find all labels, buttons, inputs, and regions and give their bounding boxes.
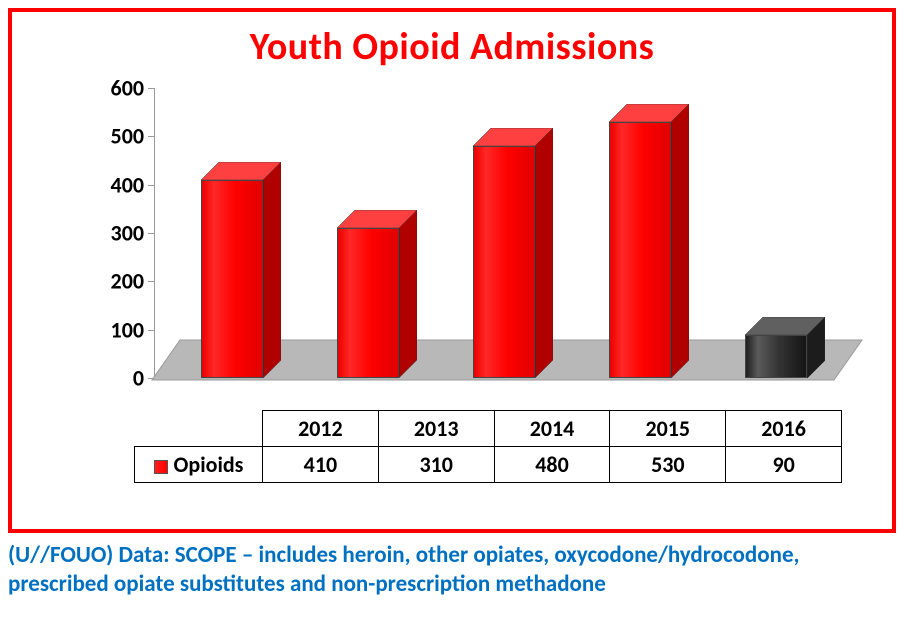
legend-swatch-icon <box>154 460 168 474</box>
bar-side <box>535 128 553 378</box>
y-tick <box>148 281 154 282</box>
y-tick-label: 300 <box>90 220 144 247</box>
chart-frame: Youth Opioid Admissions 0 100 200 300 400 500… <box>8 8 896 533</box>
bar-2013 <box>337 210 417 378</box>
bar-side <box>263 162 281 378</box>
bar-side <box>399 210 417 378</box>
bar-2015 <box>609 104 689 378</box>
table-col-2016: 2016 <box>726 411 842 447</box>
y-tick-label: 0 <box>90 365 144 392</box>
bar-front <box>473 146 535 378</box>
y-tick <box>148 330 154 331</box>
y-tick <box>148 378 154 379</box>
table-col-2013: 2013 <box>378 411 494 447</box>
y-axis-line <box>154 88 155 378</box>
data-table: 2012 2013 2014 2015 2016 Opioids 410 310… <box>134 410 842 483</box>
bar-top <box>201 162 281 180</box>
bar-side <box>671 104 689 378</box>
table-val-2015: 530 <box>610 447 726 483</box>
bar-front <box>337 228 399 378</box>
legend-cell: Opioids <box>135 447 263 483</box>
y-tick-label: 600 <box>90 75 144 102</box>
bar-top <box>745 317 825 335</box>
bar-front <box>609 122 671 378</box>
table-data-row: Opioids 410 310 480 530 90 <box>135 447 842 483</box>
bar-top <box>609 104 689 122</box>
y-tick-label: 100 <box>90 316 144 343</box>
table-val-2013: 310 <box>378 447 494 483</box>
plot-region <box>154 88 834 378</box>
caption-text: (U//FOUO) Data: SCOPE – includes heroin,… <box>8 541 896 599</box>
y-tick <box>148 136 154 137</box>
table-header-row: 2012 2013 2014 2015 2016 <box>135 411 842 447</box>
table-val-2012: 410 <box>263 447 379 483</box>
y-axis-labels: 0100200300400500600 <box>90 88 144 378</box>
chart-area: 0100200300400500600 <box>50 88 870 408</box>
y-tick-label: 500 <box>90 123 144 150</box>
bar-top <box>473 128 553 146</box>
y-tick <box>148 233 154 234</box>
bar-2016 <box>745 317 825 379</box>
table-val-2016: 90 <box>726 447 842 483</box>
table-col-2012: 2012 <box>263 411 379 447</box>
bar-2014 <box>473 128 553 378</box>
chart-title: Youth Opioid Admissions <box>30 24 874 70</box>
y-tick <box>148 88 154 89</box>
y-tick <box>148 185 154 186</box>
y-tick-label: 200 <box>90 268 144 295</box>
y-tick-label: 400 <box>90 171 144 198</box>
table-col-2014: 2014 <box>494 411 610 447</box>
table-corner-empty <box>135 411 263 447</box>
bar-top <box>337 210 417 228</box>
bar-front <box>745 335 807 379</box>
bar-2012 <box>201 162 281 378</box>
table-col-2015: 2015 <box>610 411 726 447</box>
bar-front <box>201 180 263 378</box>
table-val-2014: 480 <box>494 447 610 483</box>
series-name: Opioids <box>174 451 244 478</box>
